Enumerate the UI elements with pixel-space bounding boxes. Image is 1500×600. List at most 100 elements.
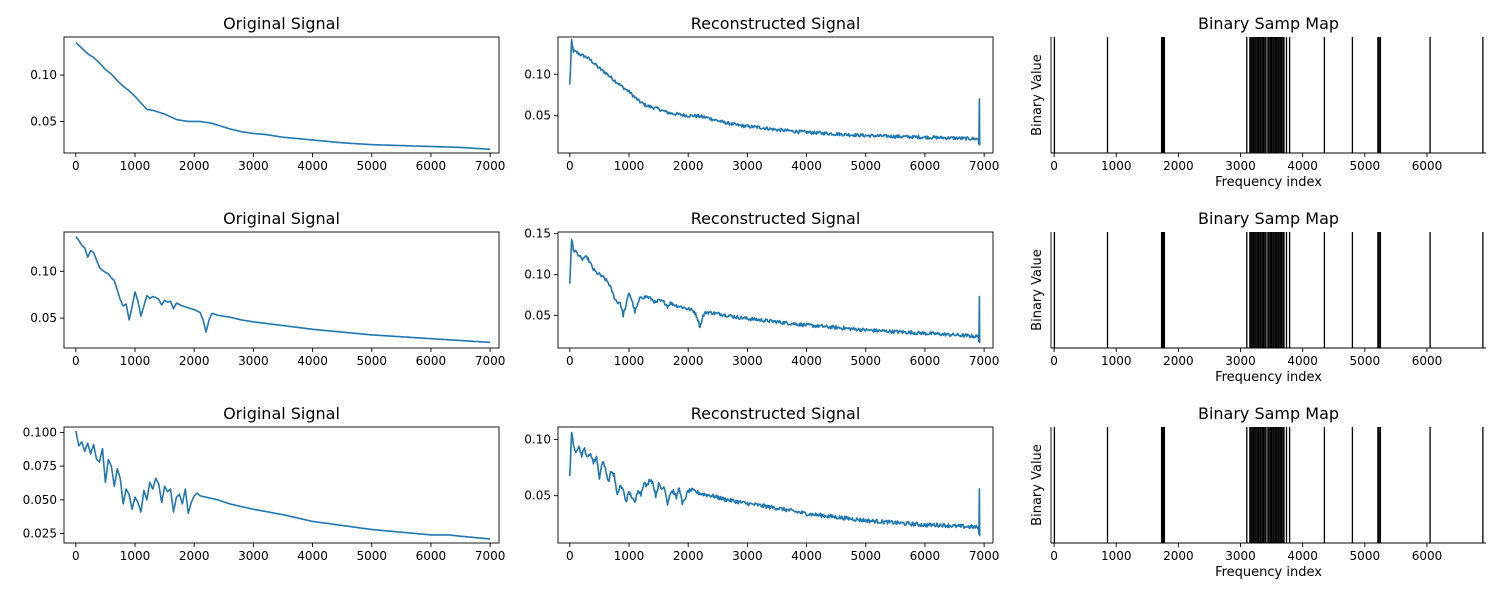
data-point	[895, 331, 896, 332]
x-tick-label: 3000	[732, 549, 763, 563]
data-point	[777, 321, 778, 322]
data-point	[229, 128, 230, 129]
x-tick-label: 3000	[1225, 159, 1256, 173]
data-point	[167, 302, 168, 303]
data-point	[735, 501, 736, 502]
subplot-title: Original Signal	[223, 209, 340, 228]
data-point	[170, 301, 171, 302]
data-point	[87, 257, 88, 258]
axes-frame	[557, 36, 994, 154]
data-point	[629, 91, 630, 92]
data-point	[978, 527, 979, 528]
data-point	[634, 97, 635, 98]
data-point	[611, 77, 612, 78]
data-point	[670, 492, 671, 493]
subplot-3-1: Original Signal 0 1000 2000 3000 4000 5000 6000…	[23, 404, 506, 563]
y-tick-label: 0.05	[30, 114, 57, 128]
data-point	[646, 486, 647, 487]
x-tick-label: 3000	[732, 354, 763, 368]
data-point	[152, 110, 153, 111]
data-point	[679, 486, 680, 487]
x-tick-label: 3000	[1225, 354, 1256, 368]
data-point	[78, 445, 79, 446]
data-point	[126, 489, 127, 490]
axes-frame	[63, 36, 500, 154]
data-point	[161, 305, 162, 306]
data-point	[599, 68, 600, 69]
data-point	[117, 468, 118, 469]
x-tick-label: 2000	[1163, 354, 1194, 368]
data-point	[895, 522, 896, 523]
data-point	[158, 112, 159, 113]
data-point	[188, 121, 189, 122]
data-point	[342, 525, 343, 526]
data-point	[652, 482, 653, 483]
data-point	[283, 137, 284, 138]
data-point	[93, 57, 94, 58]
data-point	[700, 493, 701, 494]
data-point	[152, 489, 153, 490]
x-tick-label: 7000	[475, 354, 506, 368]
data-point	[114, 486, 115, 487]
data-point	[688, 115, 689, 116]
x-tick-label: 1000	[614, 549, 645, 563]
y-tick-label: 0.10	[524, 267, 551, 281]
data-point	[806, 132, 807, 133]
x-tick-label: 5000	[1350, 159, 1381, 173]
data-point	[173, 308, 174, 309]
data-point	[217, 125, 218, 126]
data-point	[93, 444, 94, 445]
data-point	[194, 309, 195, 310]
data-point	[578, 254, 579, 255]
x-axis-label: Frequency index	[1215, 175, 1322, 190]
data-point	[265, 134, 266, 135]
x-tick-label: 0	[566, 549, 574, 563]
data-point	[188, 513, 189, 514]
x-tick-label: 1000	[1101, 354, 1132, 368]
data-point	[123, 503, 124, 504]
data-point	[640, 494, 641, 495]
subplot-3-3: Binary Samp Map 0 1000 2000 3000 4000 5000 6000…	[1030, 404, 1486, 580]
x-tick-label: 5000	[356, 354, 387, 368]
data-point	[569, 85, 570, 86]
subplot-title: Binary Samp Map	[1198, 404, 1339, 423]
data-point	[694, 115, 695, 116]
data-point	[84, 247, 85, 248]
data-point	[685, 498, 686, 499]
x-tick-label: 7000	[969, 354, 1000, 368]
data-point	[99, 267, 100, 268]
data-point	[573, 250, 574, 251]
data-point	[223, 127, 224, 128]
data-point	[581, 55, 582, 56]
data-point	[667, 503, 668, 504]
data-point	[158, 299, 159, 300]
data-point	[711, 312, 712, 313]
x-tick-label: 4000	[791, 159, 822, 173]
x-tick-label: 2000	[179, 159, 210, 173]
x-tick-label: 0	[566, 354, 574, 368]
data-point	[661, 301, 662, 302]
data-point	[99, 462, 100, 463]
data-point	[200, 312, 201, 313]
data-point	[605, 467, 606, 468]
data-point	[652, 299, 653, 300]
data-point	[723, 499, 724, 500]
data-point	[138, 301, 139, 302]
data-point	[164, 300, 165, 301]
data-point	[634, 312, 635, 313]
y-tick-label: 0.10	[524, 67, 551, 81]
data-point	[643, 482, 644, 483]
x-tick-label: 2000	[1163, 549, 1194, 563]
data-point	[460, 536, 461, 537]
data-point	[75, 431, 76, 432]
data-point	[954, 138, 955, 139]
data-point	[206, 332, 207, 333]
axes-frame	[557, 231, 994, 349]
y-tick-label: 0.10	[524, 432, 551, 446]
data-point	[179, 494, 180, 495]
data-point	[460, 147, 461, 148]
data-point	[599, 274, 600, 275]
data-point	[164, 486, 165, 487]
data-point	[865, 520, 866, 521]
data-point	[670, 303, 671, 304]
